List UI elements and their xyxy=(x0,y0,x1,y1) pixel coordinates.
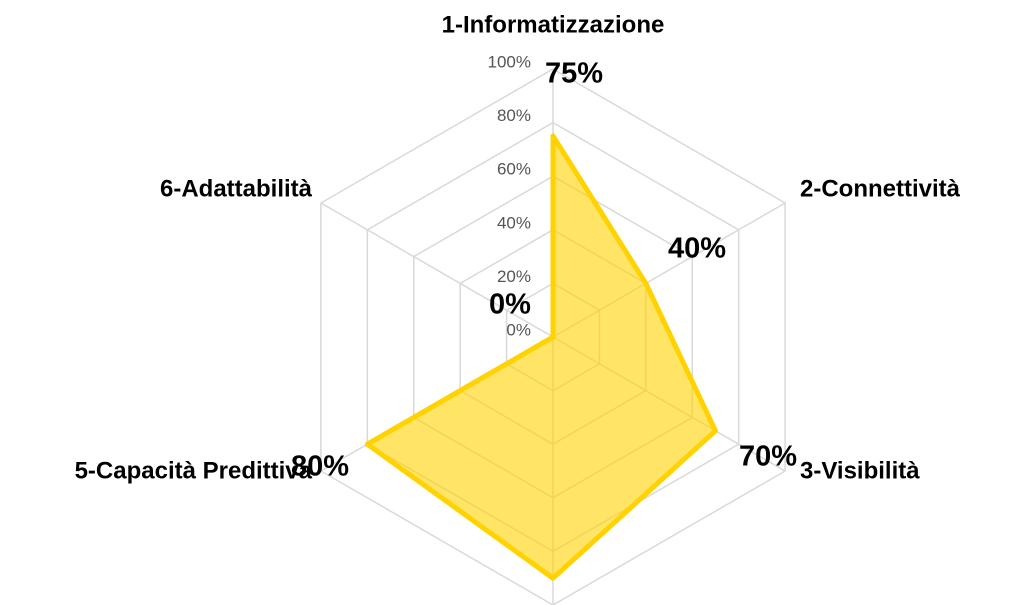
value-label: 80% xyxy=(291,451,349,483)
tick-label: 0% xyxy=(506,320,531,339)
tick-label: 20% xyxy=(497,267,531,286)
category-label: 2-Connettività xyxy=(800,175,961,202)
value-label: 0% xyxy=(489,289,531,321)
radar-area xyxy=(364,133,718,581)
value-label: 70% xyxy=(739,441,797,473)
category-label: 1-Informatizzazione xyxy=(442,11,665,38)
category-label: 5-Capacità Predittiva xyxy=(75,457,313,484)
value-label: 40% xyxy=(668,233,726,265)
category-label: 6-Adattabilità xyxy=(160,175,313,202)
spoke xyxy=(320,202,554,338)
tick-label: 80% xyxy=(497,106,531,125)
tick-label: 40% xyxy=(497,213,531,232)
category-label: 3-Visibilità xyxy=(800,457,920,484)
tick-label: 100% xyxy=(488,52,531,71)
tick-label: 60% xyxy=(497,160,531,179)
value-label: 75% xyxy=(545,58,603,90)
